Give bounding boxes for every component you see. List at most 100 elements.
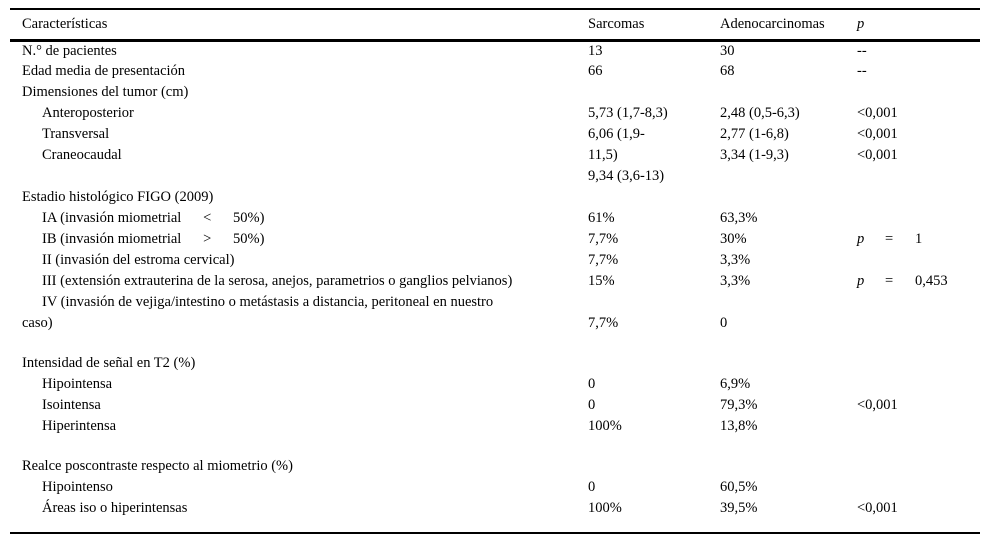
p-operator: =: [885, 273, 894, 289]
row-label: IA (invasión miometrial < 50%): [42, 210, 265, 226]
table-row: IA (invasión miometrial < 50%) 61% 63,3%: [10, 208, 980, 229]
table-body: N.° de pacientes 13 30 -- Edad media de pres…: [10, 40, 980, 533]
cell-sarcomas: 7,7%: [588, 315, 619, 331]
cell-sarcomas: 13: [588, 42, 603, 59]
cell-sarcomas: 100%: [588, 418, 622, 434]
cell-adenocarcinomas: 30: [720, 42, 735, 59]
cell-sarcomas: 0: [588, 479, 596, 495]
cell-p: <0,001: [857, 500, 898, 516]
cell-adenocarcinomas: 60,5%: [720, 479, 758, 495]
cell-adenocarcinomas: 2,77 (1-6,8): [720, 126, 789, 142]
table-row: N.° de pacientes 13 30 --: [10, 40, 980, 61]
cell-sarcomas: 61%: [588, 210, 615, 226]
table-row: Intensidad de señal en T2 (%): [10, 353, 980, 374]
spacer-cell: [720, 437, 857, 456]
cell-p: <0,001: [857, 126, 898, 142]
spacer-row: [10, 334, 980, 353]
cell-p: <0,001: [857, 397, 898, 413]
row-label: Estadio histológico FIGO (2009): [22, 189, 214, 205]
p-value: 0,453: [915, 273, 948, 289]
cell-p: [857, 166, 980, 187]
table-row: Transversal 6,06 (1,9- 2,77 (1-6,8) <0,001: [10, 124, 980, 145]
row-label: IB (invasión miometrial > 50%): [42, 231, 265, 247]
cell-sarcomas: 7,7%: [588, 231, 619, 247]
column-header-p: p: [857, 15, 865, 32]
cell-p: --: [857, 63, 867, 79]
spacer-cell: [10, 519, 588, 533]
spacer-cell: [10, 334, 588, 353]
cell-p: --: [857, 42, 867, 59]
cell-adenocarcinomas: 63,3%: [720, 210, 758, 226]
row-label: N.° de pacientes: [22, 42, 117, 59]
cell-adenocarcinomas: 68: [720, 63, 735, 79]
table-row: IB (invasión miometrial > 50%) 7,7% 30% p = 1: [10, 229, 980, 250]
table-row: Áreas iso o hiperintensas 100% 39,5% <0,001: [10, 498, 980, 519]
cell-p: [857, 456, 980, 477]
cell-adenocarcinomas: 3,3%: [720, 273, 751, 289]
p-symbol: p: [857, 273, 865, 289]
cell-p: <0,001: [857, 147, 898, 163]
table-row: IV (invasión de vejiga/intestino o metás…: [10, 292, 980, 313]
p-value: 1: [915, 231, 923, 247]
cell-adenocarcinomas: 30%: [720, 231, 747, 247]
table-row: 9,34 (3,6-13): [10, 166, 980, 187]
cell-p: [857, 208, 980, 229]
cell-sarcomas: 11,5): [588, 147, 618, 163]
cell-sarcomas: 15%: [588, 273, 615, 289]
row-label: III (extensión extrauterina de la serosa…: [42, 273, 513, 289]
cell-adenocarcinomas: 13,8%: [720, 418, 758, 434]
cell-p: [857, 477, 980, 498]
cell-p: [857, 353, 980, 374]
cell-sarcomas: [588, 82, 720, 103]
column-header-caracteristicas: Características: [22, 15, 108, 32]
cell-sarcomas: 5,73 (1,7-8,3): [588, 105, 668, 121]
row-label: Edad media de presentación: [22, 63, 186, 79]
cell-sarcomas: 66: [588, 63, 603, 79]
cell-sarcomas: 7,7%: [588, 252, 619, 268]
cell-sarcomas: [588, 292, 720, 313]
spacer-cell: [857, 519, 980, 533]
row-label: Hipointenso: [42, 479, 113, 495]
spacer-cell: [857, 437, 980, 456]
cell-adenocarcinomas: [720, 292, 857, 313]
table-row: Edad media de presentación 66 68 --: [10, 61, 980, 82]
table-row: Anteroposterior 5,73 (1,7-8,3) 2,48 (0,5-6…: [10, 103, 980, 124]
spacer-cell: [588, 334, 720, 353]
cell-adenocarcinomas: 0: [720, 315, 728, 331]
cell-p: [857, 187, 980, 208]
cell-adenocarcinomas: 79,3%: [720, 397, 758, 413]
cell-p: [857, 416, 980, 437]
spacer-row: [10, 437, 980, 456]
table-row: caso) 7,7% 0: [10, 313, 980, 334]
cell-p: <0,001: [857, 105, 898, 121]
row-label: Craneocaudal: [42, 147, 122, 163]
row-label: Áreas iso o hiperintensas: [42, 500, 188, 516]
cell-adenocarcinomas: 3,34 (1-9,3): [720, 147, 789, 163]
row-label: Dimensiones del tumor (cm): [22, 84, 189, 100]
header-row: Características Sarcomas Adenocarcinomas…: [10, 9, 980, 40]
cell-adenocarcinomas: 3,3%: [720, 252, 751, 268]
cell-adenocarcinomas: 2,48 (0,5-6,3): [720, 105, 800, 121]
cell-sarcomas: 9,34 (3,6-13): [588, 168, 665, 184]
cell-sarcomas: 0: [588, 397, 596, 413]
row-label: Hipointensa: [42, 376, 113, 392]
cell-sarcomas: 6,06 (1,9-: [588, 126, 645, 142]
table-row: Hipointenso 0 60,5%: [10, 477, 980, 498]
bottom-padding-row: [10, 519, 980, 533]
cell-p: p = 1: [857, 229, 980, 250]
cell-adenocarcinomas: [720, 353, 857, 374]
row-label: IV (invasión de vejiga/intestino o metás…: [42, 294, 494, 310]
cell-p: [857, 250, 980, 271]
row-label: caso): [22, 315, 53, 331]
row-label: II (invasión del estroma cervical): [42, 252, 235, 268]
cell-sarcomas: 0: [588, 376, 596, 392]
row-label: Isointensa: [42, 397, 101, 413]
row-label: Intensidad de señal en T2 (%): [22, 355, 196, 371]
p-symbol: p: [857, 231, 865, 247]
spacer-cell: [857, 334, 980, 353]
cell-p: [857, 313, 980, 334]
cell-adenocarcinomas: [720, 187, 857, 208]
table-row: Craneocaudal 11,5) 3,34 (1-9,3) <0,001: [10, 145, 980, 166]
spacer-cell: [720, 334, 857, 353]
table-row: Estadio histológico FIGO (2009): [10, 187, 980, 208]
